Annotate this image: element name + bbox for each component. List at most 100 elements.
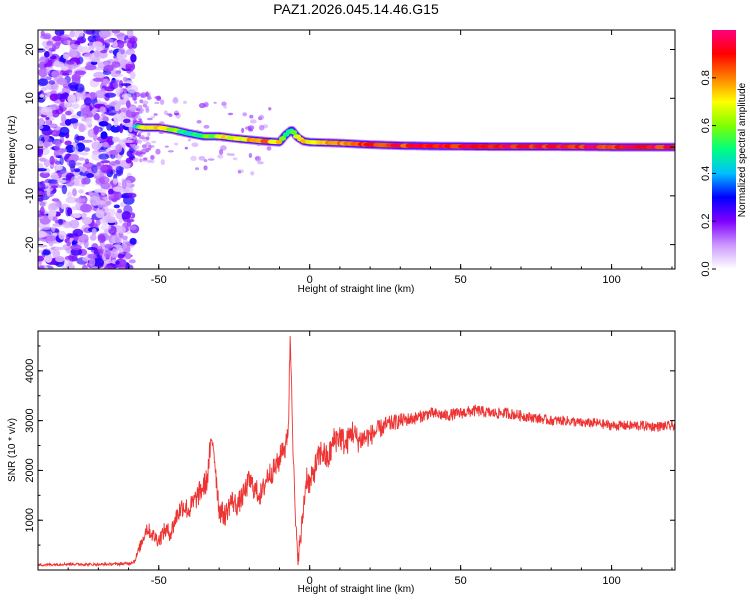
speckle-blob (221, 101, 227, 107)
noise-blob (38, 168, 47, 172)
noise-blob (105, 218, 117, 223)
noise-blob (61, 184, 68, 195)
noise-blob (111, 30, 120, 34)
noise-blob (111, 73, 124, 77)
noise-blob (93, 113, 100, 121)
noise-blob (46, 68, 51, 75)
noise-blob (72, 213, 82, 219)
speckle-blob (139, 134, 145, 138)
noise-blob (39, 206, 45, 216)
speckle-blob (203, 165, 208, 171)
speckle-blob (250, 171, 255, 176)
noise-blob (129, 71, 136, 80)
noise-blob (89, 195, 101, 206)
speckle-blob (229, 153, 235, 156)
speckle-blob (172, 98, 179, 104)
noise-blob (113, 113, 125, 122)
noise-blob (118, 47, 126, 55)
noise-blob (42, 249, 51, 256)
noise-blob (64, 140, 72, 146)
noise-blob (94, 50, 101, 58)
noise-blob (48, 182, 60, 187)
noise-blob (129, 212, 136, 219)
speckle-blob (166, 113, 172, 116)
noise-blob (45, 235, 57, 242)
noise-blob (99, 200, 106, 205)
noise-blob (94, 90, 107, 99)
noise-blob (130, 53, 137, 63)
noise-blob (80, 107, 91, 115)
noise-blob (121, 235, 128, 240)
speckle-blob (217, 154, 224, 159)
speckle-blob (150, 155, 155, 160)
noise-blob (128, 106, 139, 112)
noise-blob (85, 117, 93, 126)
noise-blob (84, 64, 97, 71)
noise-blob (123, 218, 135, 223)
spectrogram-x-ticks: -50 0 50 100 (37, 30, 673, 286)
noise-blob (104, 265, 114, 269)
noise-blob (49, 93, 59, 102)
speckle-blob (196, 120, 202, 124)
noise-blob (58, 230, 67, 240)
noise-blob (110, 79, 120, 83)
noise-blob (92, 41, 103, 49)
noise-blob (106, 38, 114, 44)
speckle-blob (241, 127, 245, 133)
x-tick-label: 100 (602, 274, 620, 286)
noise-blob (95, 219, 101, 226)
noise-blob (66, 174, 72, 181)
noise-blob (119, 112, 126, 116)
noise-blob (51, 44, 57, 52)
noise-blob (54, 144, 61, 151)
noise-blob (104, 92, 116, 98)
noise-blob (98, 153, 109, 160)
noise-blob (101, 113, 106, 118)
y-tick-label: -10 (24, 188, 36, 204)
snr-series-line (38, 335, 675, 568)
noise-blob (116, 33, 127, 40)
noise-blob (111, 61, 121, 68)
noise-blob (44, 253, 53, 263)
spectrogram-y-label: Frequency (Hz) (7, 116, 18, 185)
noise-blob (100, 225, 112, 231)
noise-blob (102, 196, 109, 200)
noise-blob (51, 198, 60, 202)
noise-blob (82, 162, 95, 169)
noise-blob (128, 37, 136, 44)
spectrogram-x-label: Height of straight line (km) (298, 284, 415, 295)
noise-blob (74, 70, 87, 76)
noise-blob (81, 139, 93, 143)
speckle-blob (254, 156, 260, 160)
speckle-blob (145, 142, 152, 147)
colorbar-tick-label: 0.2 (700, 214, 712, 229)
speckle-blob (242, 112, 247, 117)
noise-blob (49, 155, 55, 165)
snr-content (38, 335, 675, 568)
noise-blob (125, 63, 134, 69)
speckle-blob (183, 100, 187, 104)
noise-blob (51, 70, 59, 78)
noise-blob (102, 141, 109, 148)
noise-blob (108, 188, 114, 195)
speckle-blob (232, 157, 238, 161)
noise-blob (116, 208, 123, 214)
noise-blob (38, 67, 48, 78)
noise-blob (68, 159, 76, 169)
noise-blob (39, 201, 46, 207)
noise-blob (65, 206, 70, 217)
y-tick-label: 20 (24, 43, 36, 55)
noise-blob (51, 226, 56, 233)
noise-blob (87, 35, 97, 43)
y-tick-label: -20 (24, 237, 36, 253)
speckle-blob (195, 167, 199, 171)
noise-blob (47, 202, 57, 212)
speckle-blob (249, 114, 254, 119)
noise-blob (65, 110, 72, 116)
noise-blob (81, 178, 87, 185)
y-tick-label: 2000 (24, 458, 36, 482)
snr-x-ticks: -50 0 50 100 (37, 331, 673, 587)
noise-blob (38, 181, 46, 192)
spectrogram-panel: -50 0 50 100 20 100 -10 -20 Height of straight… (7, 29, 676, 295)
snr-x-label: Height of straight line (km) (298, 584, 415, 595)
